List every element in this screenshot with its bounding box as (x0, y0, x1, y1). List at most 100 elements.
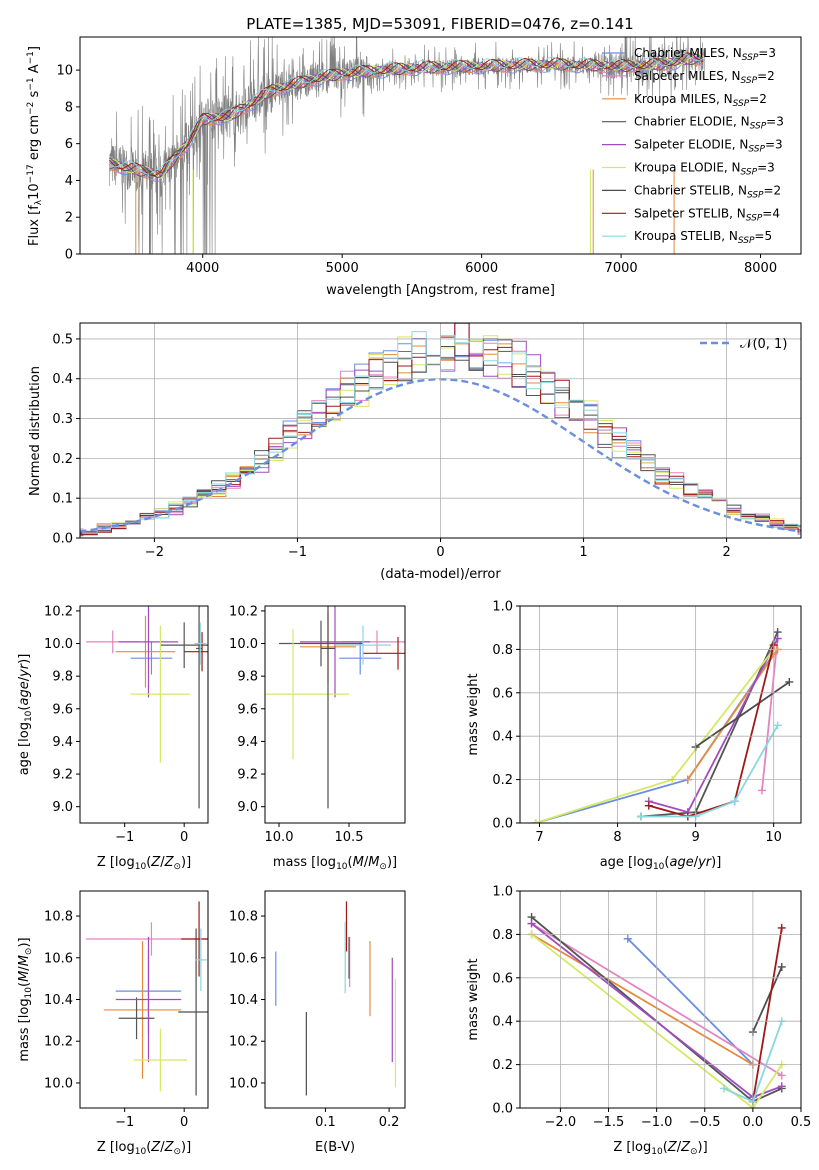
y-axis-label: age [log10(age/yr)] (17, 654, 34, 776)
axes-frame (264, 605, 406, 824)
label-part: )] (17, 937, 32, 947)
model-spectrum-line (109, 53, 704, 179)
mass-weight-line (695, 681, 790, 748)
label-part: mass [log (17, 998, 32, 1061)
x-tick-label: −2 (145, 545, 164, 560)
label-part: s (27, 90, 42, 101)
legend-entry: Chabrier MILES, NSSP=3 (634, 46, 776, 63)
mass-weight-line (535, 653, 775, 823)
label-part: Salpeter MILES, N (634, 69, 741, 83)
label-part: Flux [f (27, 205, 42, 246)
y-tick-label: 10.4 (44, 993, 73, 1008)
label-part: M (17, 971, 32, 982)
label-part: M (17, 955, 32, 966)
mass-weight-marker (527, 919, 536, 928)
label-part: =3 (765, 138, 783, 152)
mass-weight-line (687, 648, 779, 781)
y-tick-label: 9.6 (52, 702, 73, 717)
mass-weight-line (627, 938, 754, 1066)
label-part: A (27, 64, 42, 77)
x-tick-label: 4000 (186, 261, 219, 276)
y-tick-label: 0.2 (492, 1058, 513, 1073)
label-part: / (17, 966, 32, 971)
label-part: ⊙ (690, 1147, 698, 1157)
x-axis-label: age [log10(age/yr)] (600, 855, 722, 872)
axes-frame (264, 890, 406, 1109)
x-tick-label: 0 (436, 545, 444, 560)
label-part: ( (146, 1140, 151, 1155)
plot-area (108, 37, 705, 254)
label-part: )] (711, 855, 721, 870)
residuals-axes: −2 −1 0 1 2 0.0 0.1 0.2 0.3 0.4 0.5 (data-model)/er… (28, 322, 802, 582)
y-axis-label: Normed distribution (28, 366, 43, 496)
mass-weight-line (648, 644, 775, 818)
label-part: Kroupa MILES, N (634, 92, 733, 106)
y-tick-label: 0.2 (52, 452, 73, 467)
y-tick-label: 10.4 (229, 993, 258, 1008)
label-part: / (677, 1140, 682, 1155)
mass-weight-line (641, 724, 779, 818)
label-part: =3 (766, 115, 784, 129)
x-tick-label: 5000 (326, 261, 359, 276)
y-tick-label: 10.0 (44, 637, 73, 652)
axes-frame (79, 605, 209, 824)
plot-area (85, 901, 208, 1096)
mass-weight-marker (777, 923, 786, 932)
x-tick-label: 0.5 (791, 1115, 812, 1130)
mass-weight-marker (623, 934, 632, 943)
y-tick-label: 0.4 (52, 372, 73, 387)
label-part: 10 (24, 987, 34, 999)
label-part: ⊙ (24, 948, 34, 956)
y-tick-label: 9.6 (237, 702, 258, 717)
label-part: 10 (653, 862, 665, 872)
label-part: −2 (26, 102, 36, 115)
y-tick-label: 9.0 (237, 800, 258, 815)
label-part: / (160, 1140, 165, 1155)
mass-weight-marker (773, 634, 782, 643)
label-part: age (669, 855, 693, 870)
label-part: yr (17, 662, 32, 678)
label-part: SSP (741, 168, 758, 178)
label-part: / (364, 855, 369, 870)
label-part: ( (146, 855, 151, 870)
label-part: ( (17, 706, 32, 711)
mass-weight-marker (777, 1082, 786, 1091)
x-tick-label: −1 (115, 830, 134, 845)
y-tick-label: 1.0 (492, 885, 513, 900)
mass-weight-line (752, 966, 783, 1033)
label-part: SSP (748, 145, 765, 155)
mass-vs-ebv-axes: 0.1 0.2 10.0 10.2 10.4 10.6 10.8 E(B-V) (229, 890, 406, 1155)
axes-frame (519, 890, 802, 1109)
x-axis-label: (data-model)/error (380, 567, 501, 582)
y-tick-label: 0.6 (492, 971, 513, 986)
x-tick-label: 0.2 (379, 1115, 400, 1130)
label-part: Kroupa STELIB, N (634, 229, 738, 243)
x-axis-label: wavelength [Angstrom, rest frame] (326, 283, 555, 298)
label-part: ( (17, 982, 32, 987)
label-part: 10 (651, 1147, 663, 1157)
label-part: / (694, 855, 699, 870)
y-tick-label: 10.8 (44, 910, 73, 925)
legend-entry: Kroupa MILES, NSSP=2 (634, 92, 767, 109)
label-part: Chabrier STELIB, N (634, 183, 747, 197)
label-part: 10 (135, 1147, 147, 1157)
mass-weight-marker (636, 812, 645, 821)
y-tick-label: 0.2 (492, 773, 513, 788)
legend-entry: 𝒩(0, 1) (740, 337, 787, 352)
label-part: Z [log (97, 855, 135, 870)
x-axis-label: mass [log10(M/M⊙)] (273, 855, 397, 872)
mass-weight-line (530, 933, 783, 1108)
x-axis-label: Z [log10(Z/Z⊙)] (613, 1140, 707, 1157)
y-axis-label: mass weight (466, 958, 481, 1040)
y-tick-label: 10.0 (229, 1076, 258, 1091)
label-part: ( (663, 1140, 668, 1155)
y-axis-label: mass weight (466, 673, 481, 755)
mass-weight-marker (720, 1084, 729, 1093)
label-part: E(B-V) (315, 1140, 355, 1155)
y-tick-label: 0.0 (52, 532, 73, 547)
y-tick-label: 0.0 (492, 1102, 513, 1117)
label-part: Z (150, 855, 161, 870)
x-tick-label: −1.5 (593, 1115, 625, 1130)
mass-weight-marker (757, 786, 766, 795)
